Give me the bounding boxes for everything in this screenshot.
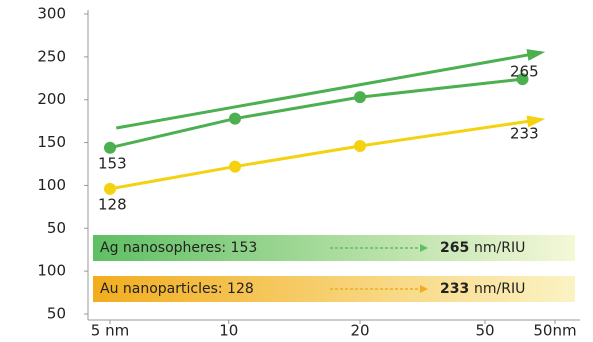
annotation: 265 <box>510 63 539 81</box>
x-tick-label: 50nm <box>533 322 576 340</box>
x-tick-label: 5 nm <box>91 322 129 340</box>
y-tick-label: 50 <box>47 305 66 323</box>
banner-label: Ag nanosopheres: 153 <box>100 240 257 256</box>
series-line <box>115 51 542 130</box>
banner-unit: nm/RIU <box>474 240 525 256</box>
x-tick-label: 20 <box>350 322 369 340</box>
point <box>229 160 241 173</box>
banner-value: 265 <box>440 240 469 256</box>
banner <box>93 276 575 302</box>
x-tick-label: 10 <box>219 322 238 340</box>
point <box>104 182 116 195</box>
point <box>354 140 366 152</box>
point <box>516 73 529 86</box>
series-line <box>109 117 542 191</box>
series-line <box>109 77 523 150</box>
y-tick-label: 300 <box>37 5 66 23</box>
banner-arrowhead <box>420 244 428 252</box>
annotation: 128 <box>98 196 127 214</box>
annotation: 153 <box>98 155 127 173</box>
point <box>229 112 241 125</box>
y-tick-label: 100 <box>37 176 66 194</box>
arrowhead <box>526 115 546 128</box>
banner-arrowhead <box>420 285 428 293</box>
x-tick-label: 50 <box>475 322 494 340</box>
banner <box>93 235 575 261</box>
point <box>354 91 366 104</box>
banner-unit: nm/RIU <box>474 281 525 297</box>
arrowhead <box>526 49 546 61</box>
y-tick-label: 100 <box>37 262 66 280</box>
banner-label: Au nanoparticles: 128 <box>100 281 254 297</box>
annotation: 233 <box>510 125 539 143</box>
y-tick-label: 150 <box>37 133 66 151</box>
point <box>104 141 116 154</box>
banner-value: 233 <box>440 281 469 297</box>
y-tick-label: 250 <box>37 47 66 65</box>
y-tick-label: 200 <box>37 90 66 108</box>
y-tick-label: 50 <box>47 219 66 237</box>
